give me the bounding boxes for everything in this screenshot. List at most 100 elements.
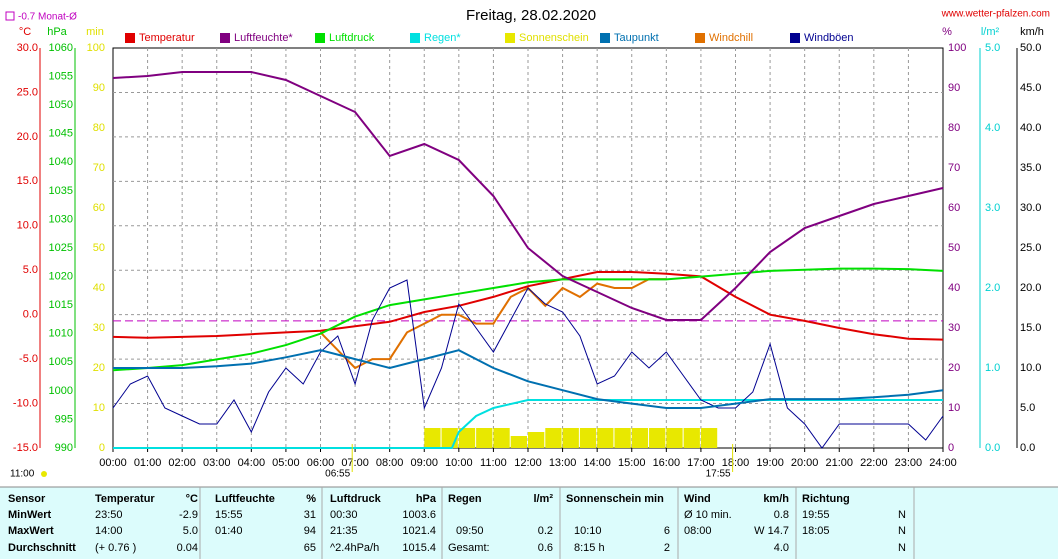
source: www.wetter-pfalzen.com [941, 9, 1050, 20]
table-cell: N [898, 525, 906, 537]
y-tick-label: 30.0 [1020, 202, 1041, 214]
y-tick-label: 1040 [49, 156, 73, 168]
table-cell: 10:10 [574, 525, 602, 537]
x-tick-label: 11:00 [480, 457, 507, 469]
table-cell: 0.04 [177, 542, 198, 554]
y-tick-label: 1055 [49, 70, 73, 82]
table-cell: 01:40 [215, 525, 243, 537]
y-tick-label: 45.0 [1020, 82, 1041, 94]
table-cell: 08:00 [684, 525, 712, 537]
table-cell: Ø 10 min. [684, 509, 732, 521]
y-tick-label: -5.0 [19, 353, 38, 365]
x-tick-label: 00:00 [99, 457, 127, 469]
legend-label: Windchill [709, 32, 753, 44]
axis-unit: min [86, 26, 104, 38]
table-cell: 00:30 [330, 509, 358, 521]
table-cell: MinWert [8, 509, 52, 521]
axis-unit: °C [19, 26, 31, 38]
legend-swatch [600, 33, 610, 43]
legend-swatch [125, 33, 135, 43]
axis-unit: km/h [1020, 26, 1044, 38]
chart-title: Freitag, 28.02.2020 [466, 7, 596, 24]
legend-swatch [410, 33, 420, 43]
y-tick-label: 1.0 [985, 362, 1000, 374]
y-tick-label: 10.0 [17, 220, 38, 232]
y-tick-label: 10 [93, 402, 105, 414]
y-tick-label: 1060 [49, 42, 73, 54]
y-tick-label: 50 [93, 242, 105, 254]
y-tick-label: 1025 [49, 242, 73, 254]
x-tick-label: 01:00 [134, 457, 162, 469]
y-tick-label: 1045 [49, 128, 73, 140]
series-line [112, 279, 944, 449]
legend-swatch [790, 33, 800, 43]
x-tick-label: 18:00 [722, 457, 750, 469]
y-tick-label: 100 [948, 42, 966, 54]
x-tick-label: 08:00 [376, 457, 404, 469]
legend-label: Windböen [804, 32, 854, 44]
y-tick-label: 5.0 [23, 264, 38, 276]
y-tick-label: 90 [948, 82, 960, 94]
sun-bar [458, 428, 476, 448]
table-cell: Durchschnitt [8, 542, 76, 554]
table-cell: 09:50 [456, 525, 484, 537]
x-tick-label: 20:00 [791, 457, 819, 469]
table-cell: Regen [448, 493, 482, 505]
sun-bar [545, 428, 562, 448]
y-tick-label: 1015 [49, 299, 73, 311]
table-cell: Sonnenschein min [566, 493, 664, 505]
y-tick-label: 1000 [49, 385, 73, 397]
sun-bar [683, 428, 700, 448]
table-cell: Richtung [802, 493, 850, 505]
sun-bar [510, 436, 527, 448]
legend-swatch [315, 33, 325, 43]
y-tick-label: 100 [87, 42, 105, 54]
table-cell: 0.6 [538, 542, 553, 554]
y-tick-label: 0.0 [1020, 442, 1035, 454]
y-tick-label: 5.0 [985, 42, 1000, 54]
y-tick-label: 50 [948, 242, 960, 254]
table-cell: Wind [684, 493, 711, 505]
x-tick-label: 23:00 [895, 457, 923, 469]
y-tick-label: 1035 [49, 185, 73, 197]
sun-bar [666, 428, 683, 448]
table-cell: Gesamt: [448, 542, 490, 554]
table-cell: 65 [304, 542, 316, 554]
legend-label: Temperatur [139, 32, 195, 44]
series-line [112, 271, 944, 341]
x-tick-label: 02:00 [168, 457, 196, 469]
legend-swatch [505, 33, 515, 43]
table-cell: hPa [416, 493, 437, 505]
y-tick-label: 4.0 [985, 122, 1000, 134]
series-line [112, 71, 944, 321]
table-cell: 5.0 [183, 525, 198, 537]
sun-bar [614, 428, 631, 448]
table-cell: 1015.4 [402, 542, 436, 554]
y-tick-label: 80 [93, 122, 105, 134]
table-cell: W 14.7 [754, 525, 789, 537]
x-tick-label: 16:00 [653, 457, 681, 469]
y-tick-label: 15.0 [17, 175, 38, 187]
y-tick-label: 40 [93, 282, 105, 294]
x-tick-label: 24:00 [929, 457, 957, 469]
series-line [319, 278, 667, 370]
x-tick-label: 12:00 [514, 457, 542, 469]
x-tick-label: 13:00 [549, 457, 577, 469]
y-tick-label: 10.0 [1020, 362, 1041, 374]
y-tick-label: 20.0 [17, 131, 38, 143]
x-tick-label: 05:00 [272, 457, 300, 469]
legend-label: Sonnenschein [519, 32, 589, 44]
table-cell: km/h [763, 493, 789, 505]
y-tick-label: 1010 [49, 328, 73, 340]
x-tick-label: 06:00 [307, 457, 335, 469]
table-cell: 6 [664, 525, 670, 537]
y-tick-label: 995 [55, 413, 73, 425]
y-tick-label: 60 [948, 202, 960, 214]
y-tick-label: -15.0 [13, 442, 38, 454]
y-tick-label: 0.0 [23, 309, 38, 321]
reference-icon [5, 11, 15, 21]
y-tick-label: 30 [948, 322, 960, 334]
sun-bar [579, 428, 597, 448]
y-tick-label: 80 [948, 122, 960, 134]
